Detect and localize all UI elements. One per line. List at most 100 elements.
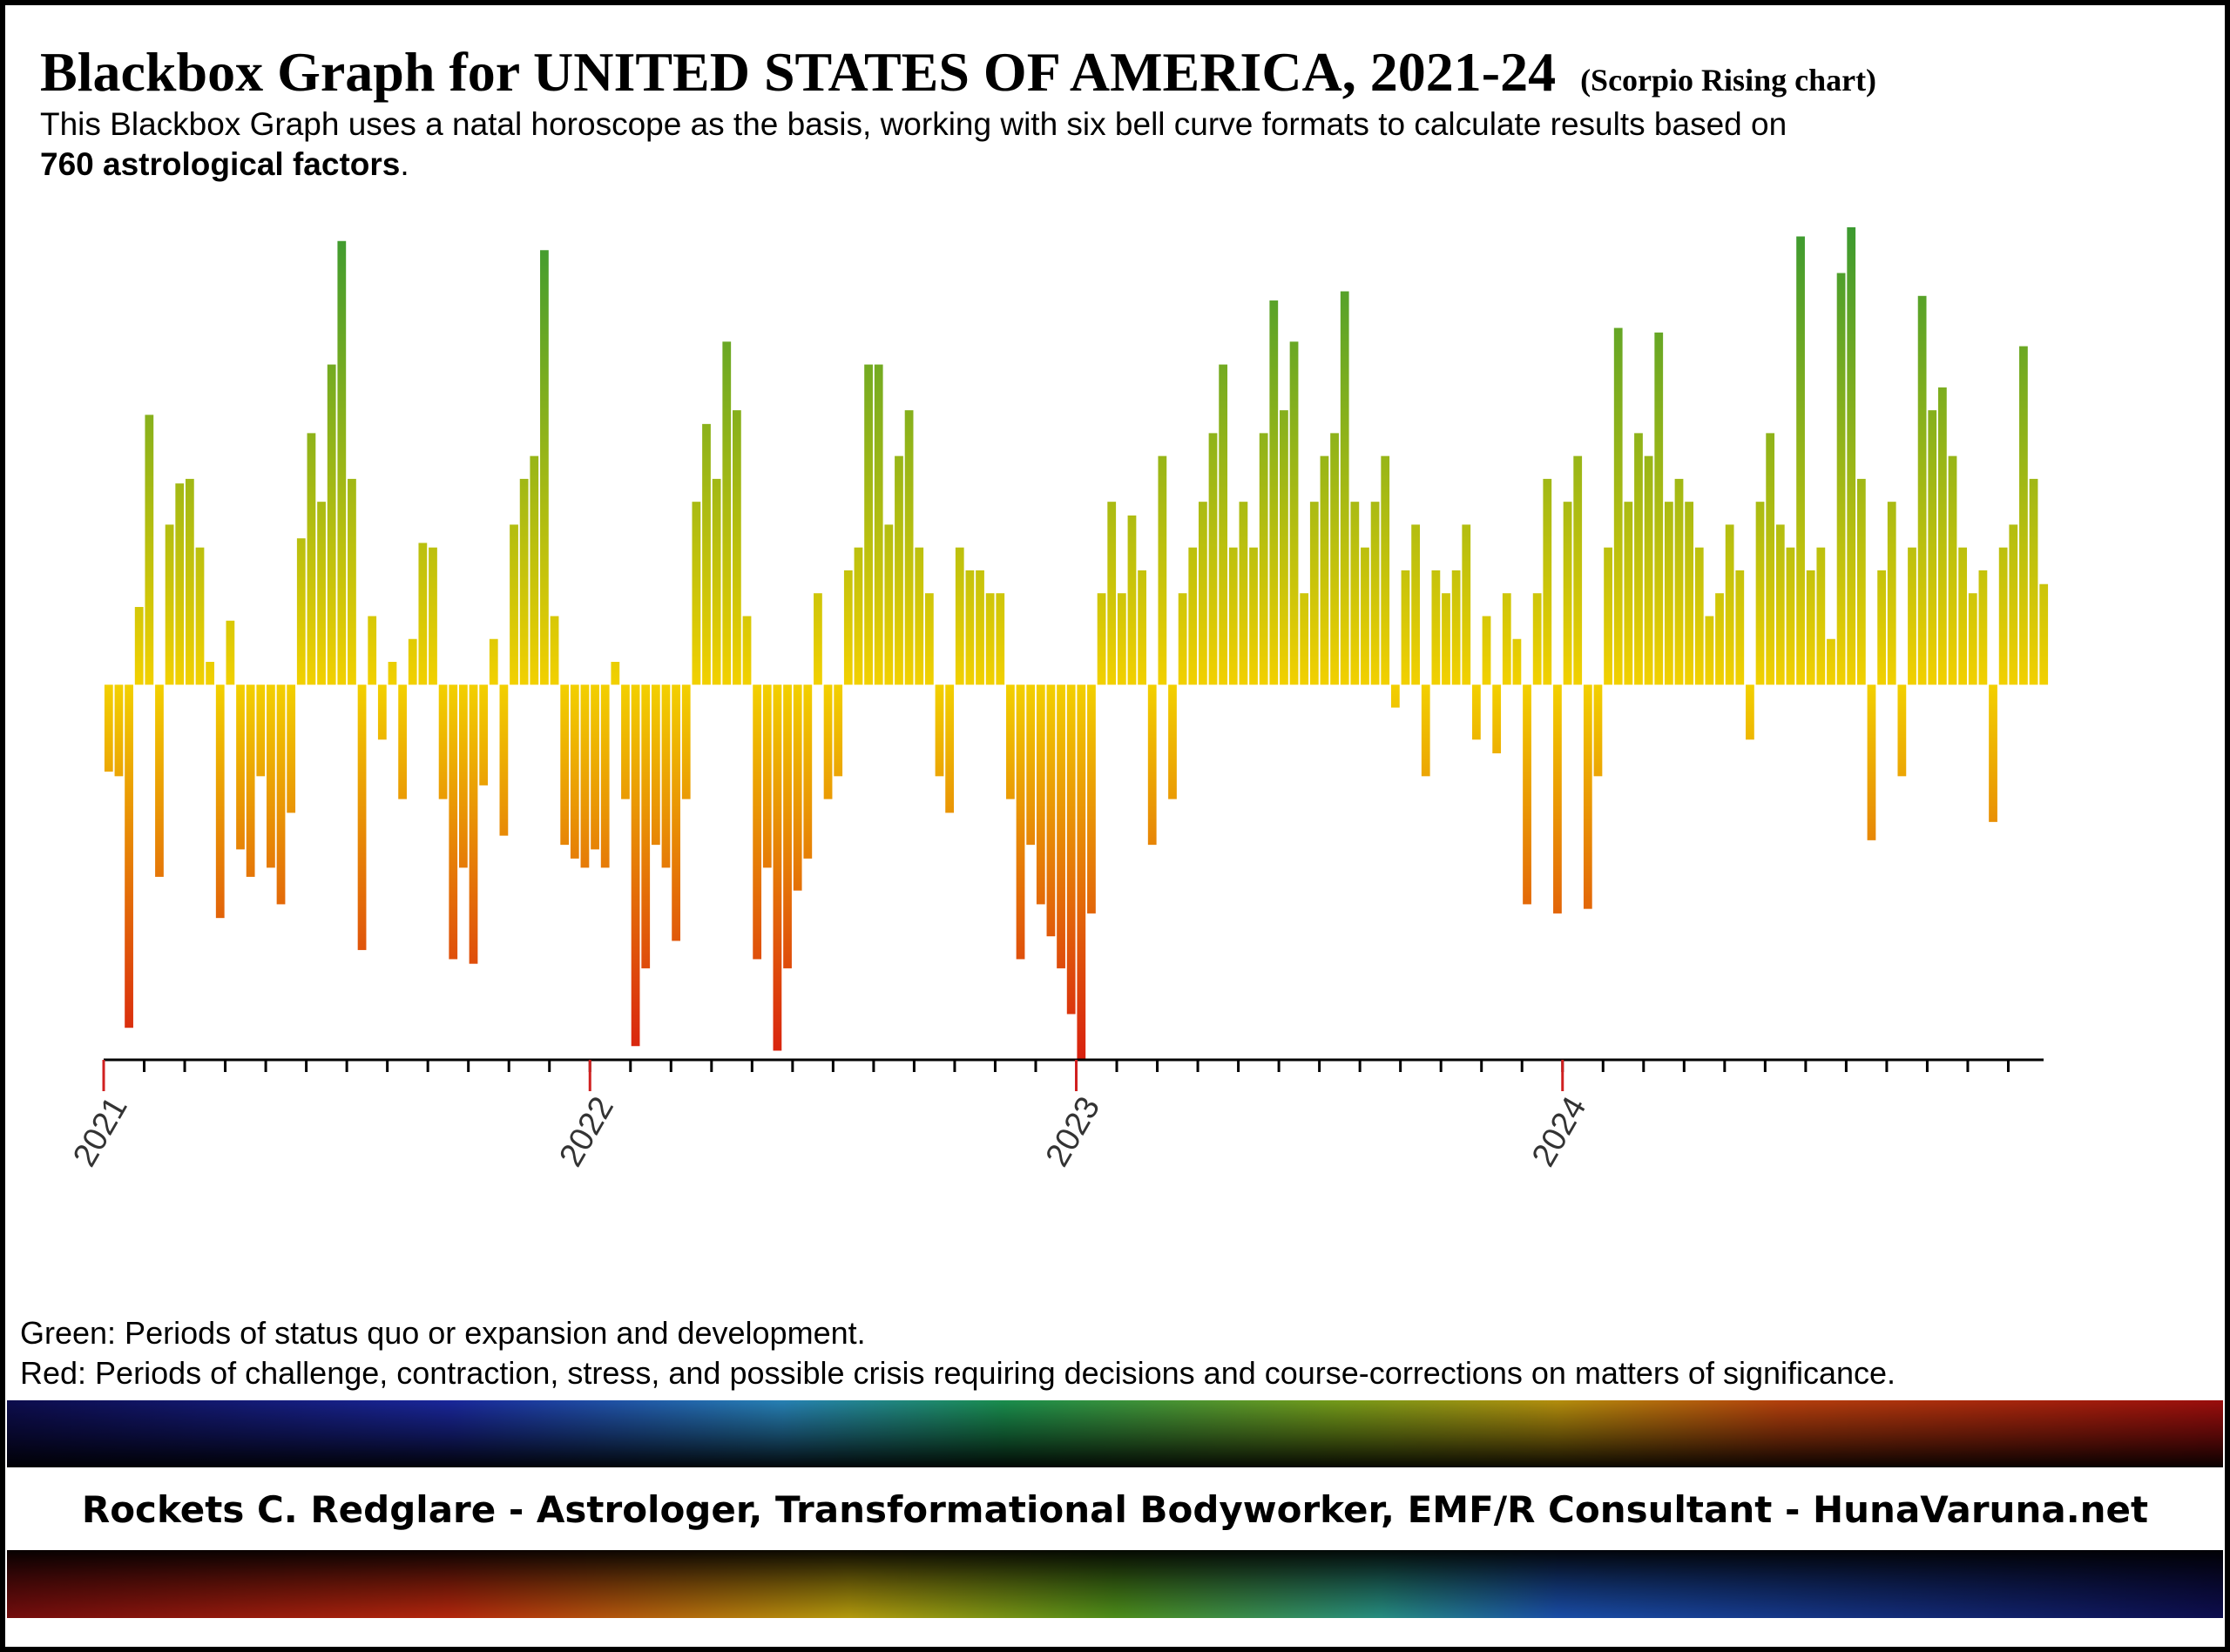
bar bbox=[1350, 502, 1360, 685]
bar bbox=[104, 684, 113, 772]
bar bbox=[945, 684, 955, 813]
bar bbox=[1178, 593, 1187, 685]
bar bbox=[1026, 684, 1036, 846]
bar bbox=[1583, 684, 1592, 909]
bar bbox=[1624, 502, 1633, 685]
bar bbox=[1989, 684, 1997, 822]
bar bbox=[681, 684, 691, 799]
legend-note: Red: Periods of challenge, contraction, … bbox=[20, 1355, 1896, 1391]
bar bbox=[1138, 570, 1146, 685]
bar bbox=[661, 684, 671, 868]
bar bbox=[1269, 300, 1279, 685]
bar bbox=[611, 662, 620, 685]
bar bbox=[1553, 684, 1562, 914]
bar bbox=[884, 524, 894, 685]
bar bbox=[651, 684, 660, 846]
bar bbox=[469, 684, 478, 964]
bar bbox=[1239, 502, 1248, 685]
bar bbox=[1492, 684, 1502, 754]
bar bbox=[368, 616, 377, 685]
bar bbox=[510, 524, 518, 685]
bar bbox=[641, 684, 651, 968]
bar bbox=[1401, 570, 1410, 685]
bar bbox=[1847, 227, 1856, 685]
bar bbox=[1228, 547, 1238, 685]
bar bbox=[783, 684, 792, 968]
bar bbox=[1634, 433, 1643, 685]
bar bbox=[1289, 341, 1299, 685]
bar bbox=[1725, 524, 1734, 685]
chart-subtitle: (Scorpio Rising chart) bbox=[1580, 63, 1876, 98]
bar bbox=[1259, 433, 1268, 685]
bar bbox=[955, 547, 964, 685]
bar bbox=[1735, 570, 1745, 685]
bar bbox=[803, 684, 813, 859]
bar bbox=[1381, 455, 1390, 685]
bar bbox=[377, 684, 387, 740]
bar bbox=[570, 684, 579, 859]
bar bbox=[276, 684, 286, 905]
bar bbox=[1168, 684, 1177, 799]
bar bbox=[287, 684, 296, 813]
bar bbox=[1320, 455, 1329, 685]
spectrum-shade bbox=[7, 1400, 2223, 1467]
bar bbox=[1087, 684, 1096, 914]
bar bbox=[814, 593, 822, 685]
bar bbox=[904, 410, 914, 685]
bar bbox=[1573, 455, 1583, 685]
description: This Blackbox Graph uses a natal horosco… bbox=[40, 106, 1787, 142]
legend-note: Green: Periods of status quo or expansio… bbox=[20, 1315, 866, 1351]
bar bbox=[560, 684, 570, 846]
bar bbox=[1117, 593, 1126, 685]
bar bbox=[438, 684, 448, 799]
bar bbox=[672, 684, 680, 941]
bar bbox=[458, 684, 468, 868]
bar bbox=[753, 684, 762, 960]
bar bbox=[1523, 684, 1531, 905]
bar bbox=[1968, 593, 1977, 685]
bar bbox=[1300, 593, 1309, 685]
spectrum-band bbox=[7, 1400, 2223, 1467]
bar bbox=[935, 684, 944, 777]
bar bbox=[742, 616, 752, 685]
bar bbox=[1361, 547, 1369, 685]
bar bbox=[489, 638, 498, 685]
bar bbox=[1604, 547, 1612, 685]
bar bbox=[843, 570, 853, 685]
bar bbox=[1978, 570, 1988, 685]
bar bbox=[793, 684, 802, 891]
bar bbox=[1198, 502, 1207, 685]
bar bbox=[429, 547, 437, 685]
bar bbox=[1066, 684, 1076, 1015]
bar bbox=[195, 547, 205, 685]
bar bbox=[215, 684, 225, 919]
bar bbox=[1746, 684, 1754, 740]
bar bbox=[631, 684, 640, 1047]
description-tail: . bbox=[400, 146, 409, 182]
bar bbox=[976, 570, 984, 685]
bar bbox=[1998, 547, 2008, 685]
bar bbox=[996, 593, 1005, 685]
bar bbox=[924, 593, 934, 685]
bar bbox=[1613, 327, 1623, 685]
bar bbox=[479, 684, 489, 786]
bar bbox=[1462, 524, 1471, 685]
bar bbox=[1816, 547, 1826, 685]
bar bbox=[114, 684, 124, 777]
bar bbox=[418, 543, 428, 685]
bar bbox=[864, 364, 873, 685]
bar bbox=[530, 455, 539, 685]
bar bbox=[1147, 684, 1157, 846]
bar bbox=[307, 433, 316, 685]
bar bbox=[985, 593, 995, 685]
bar bbox=[1563, 502, 1572, 685]
bar bbox=[267, 684, 275, 868]
credit: Rockets C. Redglare - Astrologer, Transf… bbox=[82, 1488, 2148, 1531]
bar bbox=[1887, 502, 1896, 685]
bar bbox=[1543, 478, 1552, 685]
bar bbox=[1836, 273, 1846, 685]
bar bbox=[773, 684, 782, 1051]
bar bbox=[1309, 502, 1319, 685]
bar bbox=[600, 684, 610, 868]
